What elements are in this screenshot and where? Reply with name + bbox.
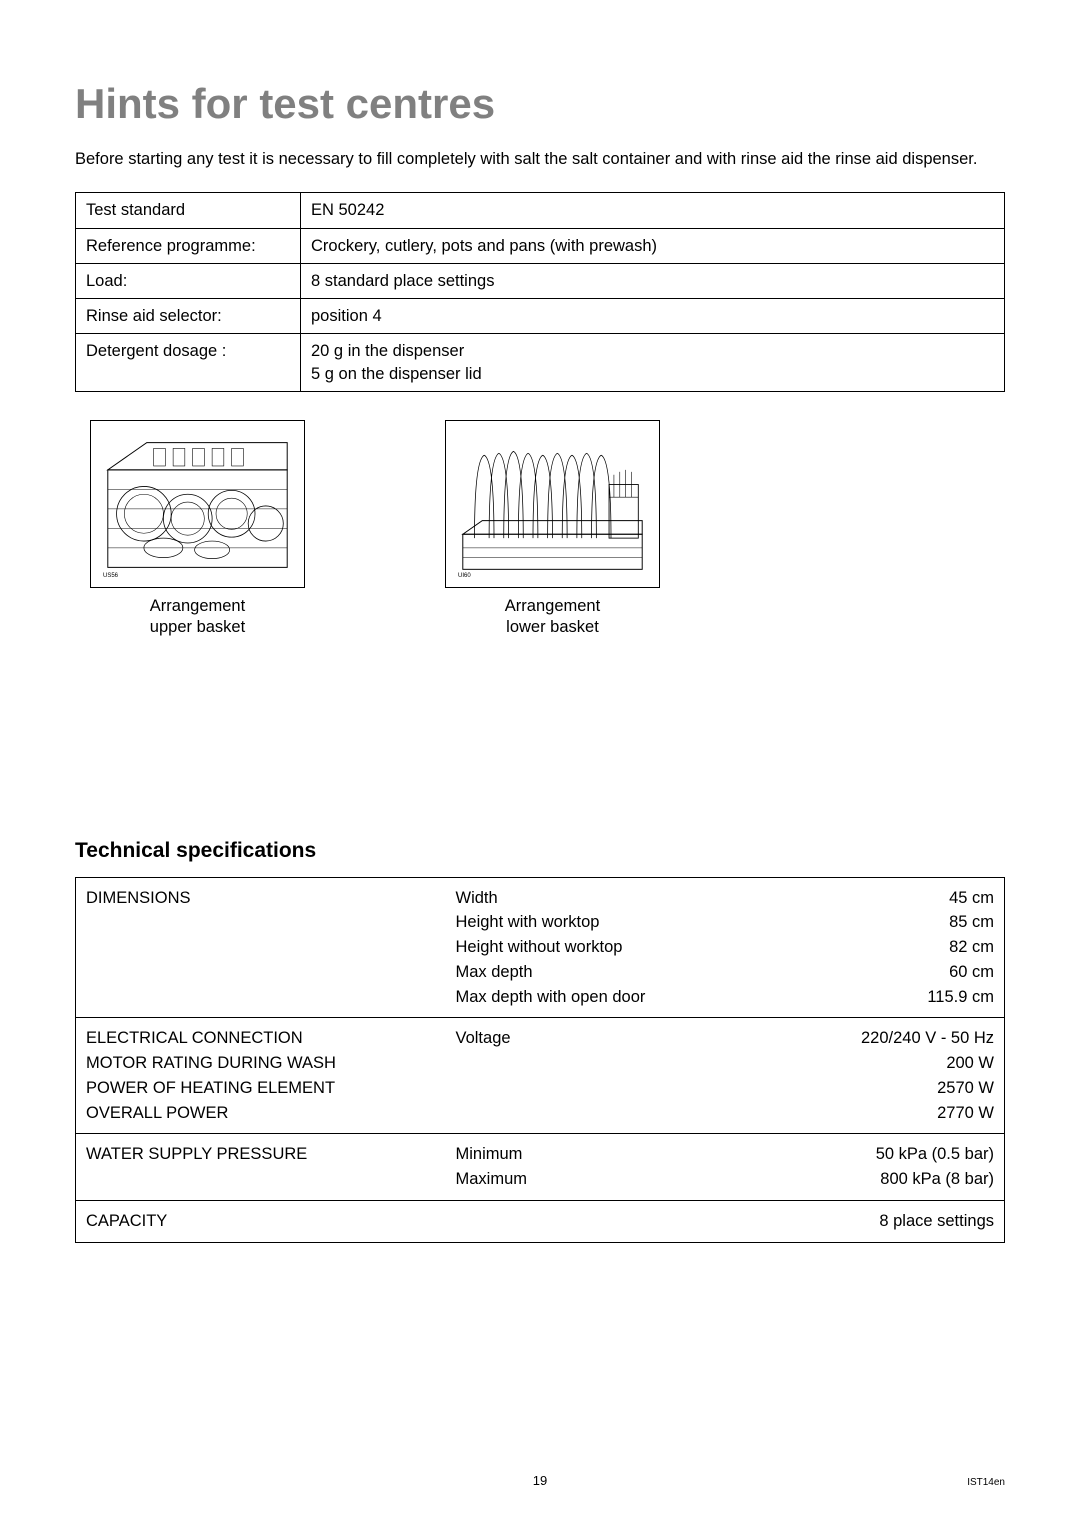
cell: Minimum Maximum <box>446 1134 726 1201</box>
cell-label: Test standard <box>76 193 301 228</box>
table-row: DIMENSIONS Width Height with worktop Hei… <box>76 877 1005 1018</box>
cell-label: Reference programme: <box>76 228 301 263</box>
cell: DIMENSIONS <box>76 877 446 1018</box>
cell-value: position 4 <box>301 299 1005 334</box>
cell-value: EN 50242 <box>301 193 1005 228</box>
table-row: WATER SUPPLY PRESSURE Minimum Maximum 50… <box>76 1134 1005 1201</box>
diagram-frame: US56 <box>90 420 305 588</box>
diagram-caption: Arrangement lower basket <box>505 596 600 639</box>
lower-basket-illustration <box>455 429 650 579</box>
cell: 220/240 V - 50 Hz 200 W 2570 W 2770 W <box>726 1018 1005 1134</box>
cell: ELECTRICAL CONNECTION MOTOR RATING DURIN… <box>76 1018 446 1134</box>
tech-heading: Technical specifications <box>75 839 1005 863</box>
cell: 45 cm 85 cm 82 cm 60 cm 115.9 cm <box>726 877 1005 1018</box>
cell: Width Height with worktop Height without… <box>446 877 726 1018</box>
table-row: ELECTRICAL CONNECTION MOTOR RATING DURIN… <box>76 1018 1005 1134</box>
cell: WATER SUPPLY PRESSURE <box>76 1134 446 1201</box>
table-row: CAPACITY 8 place settings <box>76 1200 1005 1242</box>
diagram-row: US56 Arrangement upper basket <box>75 420 1005 639</box>
cell: CAPACITY <box>76 1200 446 1242</box>
table-row: Rinse aid selector: position 4 <box>76 299 1005 334</box>
table-row: Reference programme: Crockery, cutlery, … <box>76 228 1005 263</box>
cell: Voltage <box>446 1018 726 1134</box>
cell-value: Crockery, cutlery, pots and pans (with p… <box>301 228 1005 263</box>
diagram-frame: UI60 <box>445 420 660 588</box>
tech-table: DIMENSIONS Width Height with worktop Hei… <box>75 877 1005 1243</box>
spec-table: Test standard EN 50242 Reference program… <box>75 192 1005 392</box>
cell: 50 kPa (0.5 bar) 800 kPa (8 bar) <box>726 1134 1005 1201</box>
cell <box>446 1200 726 1242</box>
diagram-code: US56 <box>103 573 118 579</box>
cell-label: Load: <box>76 263 301 298</box>
page-number: 19 <box>0 1473 1080 1488</box>
cell: 8 place settings <box>726 1200 1005 1242</box>
diagram-code: UI60 <box>458 573 471 579</box>
cell-label: Rinse aid selector: <box>76 299 301 334</box>
table-row: Test standard EN 50242 <box>76 193 1005 228</box>
table-row: Load: 8 standard place settings <box>76 263 1005 298</box>
cell-value: 8 standard place settings <box>301 263 1005 298</box>
intro-text: Before starting any test it is necessary… <box>75 148 1005 170</box>
cell-label: Detergent dosage : <box>76 334 301 392</box>
diagram-lower-basket: UI60 Arrangement lower basket <box>445 420 660 639</box>
diagram-caption: Arrangement upper basket <box>150 596 245 639</box>
upper-basket-illustration <box>100 429 295 579</box>
cell-value: 20 g in the dispenser 5 g on the dispens… <box>301 334 1005 392</box>
table-row: Detergent dosage : 20 g in the dispenser… <box>76 334 1005 392</box>
doc-code: IST14en <box>967 1477 1005 1488</box>
page-title: Hints for test centres <box>75 80 1005 128</box>
diagram-upper-basket: US56 Arrangement upper basket <box>90 420 305 639</box>
